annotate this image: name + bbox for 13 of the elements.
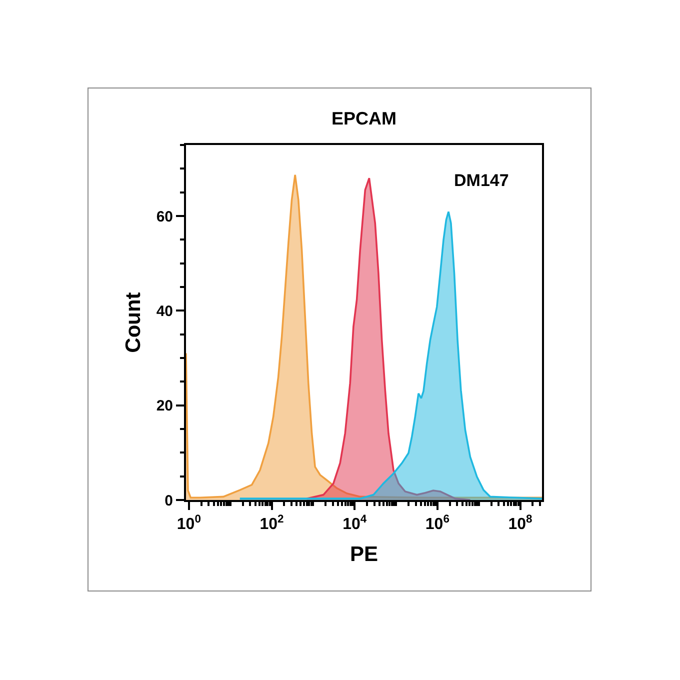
y-tick-label: 60 [156, 208, 173, 226]
x-tick-label: 10$^{4}$ [342, 513, 368, 534]
y-axis-title: Count [122, 292, 145, 353]
x-tick-label: 10$^{6}$ [425, 513, 450, 534]
x-axis-title: PE [350, 542, 378, 566]
y-tick-label: 20 [156, 398, 173, 415]
x-tick-label: 10$^{2}$ [260, 513, 284, 534]
x-tick-label: 10$^{8}$ [508, 513, 532, 534]
x-tick-label: 10$^{0}$ [176, 513, 201, 534]
y-tick-label: 0 [164, 492, 173, 510]
annotation: DM147 [454, 171, 509, 190]
y-tick-label: 40 [156, 302, 173, 320]
chart-title: EPCAM [331, 108, 397, 128]
